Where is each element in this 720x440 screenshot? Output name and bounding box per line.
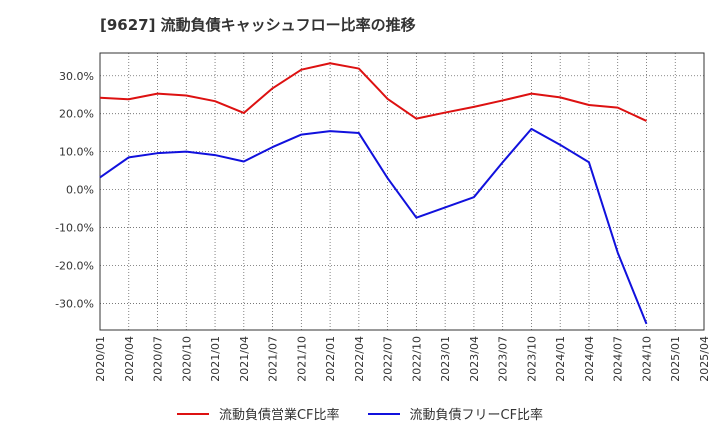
gridlines <box>100 53 704 330</box>
x-axis-ticks: 2020/01 2020/04 2020/07 2020/10 2021/01 2021/… <box>94 336 711 382</box>
legend: 流動負債営業CF比率 流動負債フリーCF比率 <box>0 404 720 423</box>
x-tick-label: 2025/04 <box>698 336 711 382</box>
x-tick-label: 2020/07 <box>152 336 165 382</box>
x-tick-label: 2022/07 <box>382 336 395 382</box>
x-tick-label: 2022/01 <box>324 336 337 382</box>
x-tick-label: 2024/10 <box>640 336 653 382</box>
legend-item-operating-cf: 流動負債営業CF比率 <box>176 404 340 423</box>
x-tick-label: 2023/04 <box>468 336 481 382</box>
series-line-free-cf <box>99 127 648 325</box>
legend-item-free-cf: 流動負債フリーCF比率 <box>367 404 544 423</box>
x-tick-label: 2024/01 <box>554 336 567 382</box>
y-tick-label: -10.0% <box>55 222 94 235</box>
x-tick-label: 2025/01 <box>669 336 682 382</box>
series-line-operating-cf <box>99 62 647 122</box>
x-tick-label: 2021/04 <box>238 336 251 382</box>
x-tick-label: 2023/10 <box>525 336 538 382</box>
legend-label-free-cf: 流動負債フリーCF比率 <box>409 408 544 423</box>
y-tick-label: -30.0% <box>55 297 94 310</box>
y-tick-label: 0.0% <box>66 184 94 197</box>
y-tick-label: -20.0% <box>55 259 94 272</box>
x-tick-label: 2024/07 <box>612 336 625 382</box>
plot-area-border <box>99 52 705 331</box>
x-tick-label: 2024/04 <box>583 336 596 382</box>
y-tick-label: 20.0% <box>59 108 94 121</box>
x-tick-label: 2023/01 <box>439 336 452 382</box>
series-lines <box>99 62 648 325</box>
x-tick-label: 2022/04 <box>353 336 366 382</box>
x-tick-label: 2023/07 <box>497 336 510 382</box>
x-tick-label: 2020/04 <box>123 336 136 382</box>
y-tick-label: 30.0% <box>59 70 94 83</box>
y-tick-label: 10.0% <box>59 146 94 159</box>
x-tick-label: 2022/10 <box>410 336 423 382</box>
y-axis-ticks: 30.0% 20.0% 10.0% 0.0% -10.0% -20.0% -30.0% <box>55 70 94 311</box>
x-tick-label: 2021/01 <box>209 336 222 382</box>
x-tick-label: 2021/10 <box>295 336 308 382</box>
legend-swatch-free-cf <box>367 412 400 415</box>
x-tick-label: 2020/01 <box>94 336 107 382</box>
legend-swatch-operating-cf <box>176 412 209 415</box>
x-tick-label: 2021/07 <box>267 336 280 382</box>
chart-title: [9627] 流動負債キャッシュフロー比率の推移 <box>100 16 416 34</box>
legend-label-operating-cf: 流動負債営業CF比率 <box>218 408 340 423</box>
x-tick-label: 2020/10 <box>180 336 193 382</box>
